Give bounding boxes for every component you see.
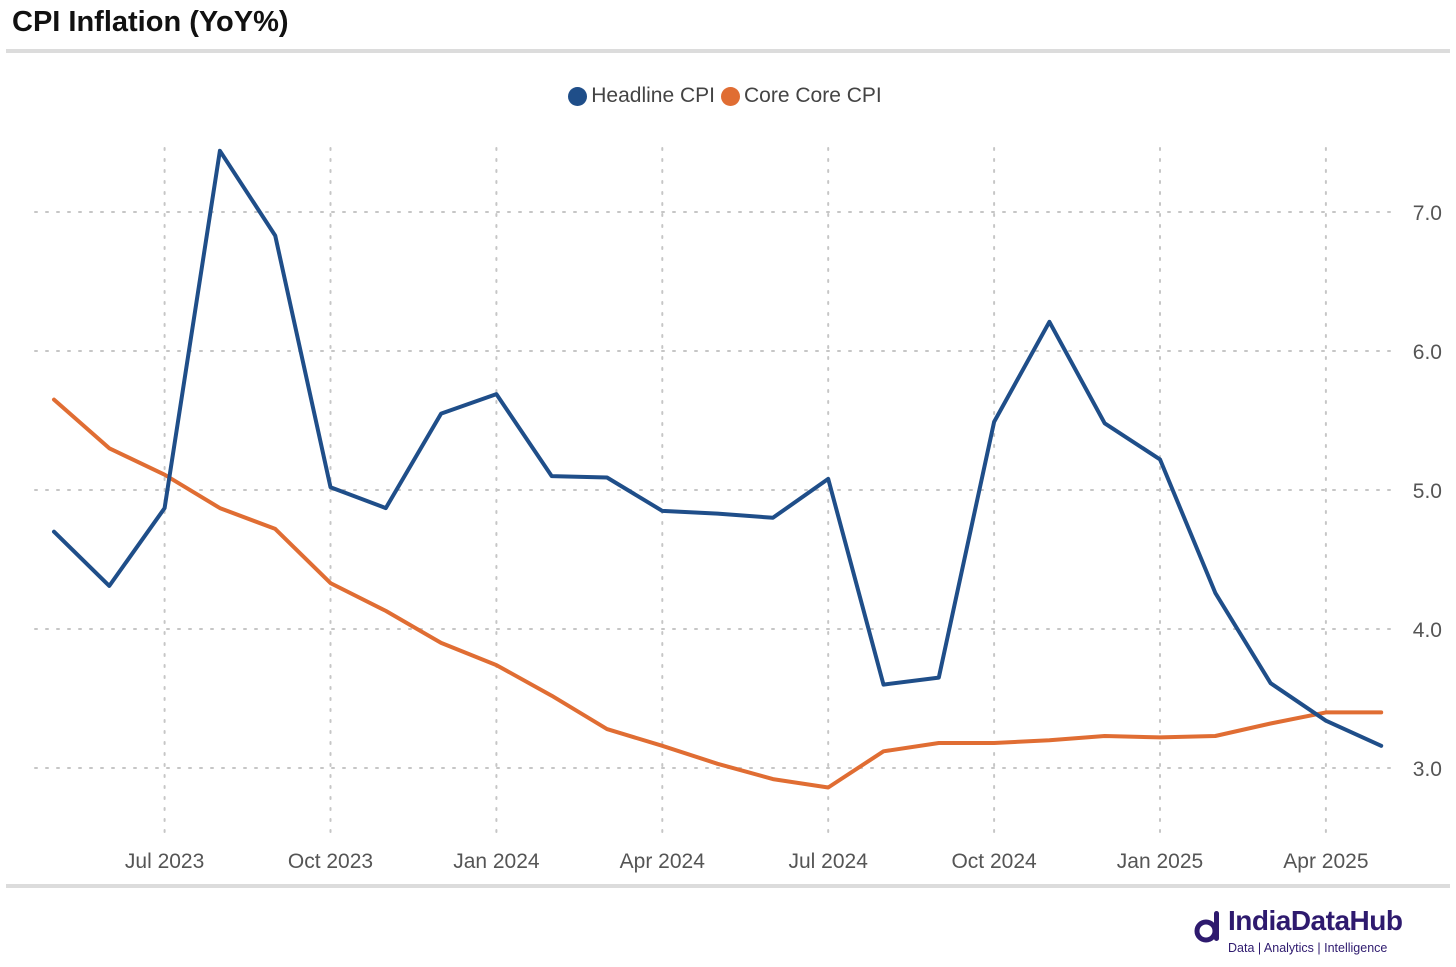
x-tick-label: Jan 2025 bbox=[1117, 850, 1203, 873]
legend-marker-headline bbox=[568, 86, 588, 106]
bottom-divider bbox=[6, 884, 1450, 888]
x-tick-label: Jan 2024 bbox=[453, 850, 540, 873]
logo-icon bbox=[1194, 911, 1219, 943]
y-tick-label: 5.0 bbox=[1413, 480, 1442, 503]
x-tick-label: Jul 2023 bbox=[125, 850, 204, 873]
legend-label-core: Core Core CPI bbox=[744, 84, 882, 107]
y-tick-label: 6.0 bbox=[1413, 341, 1442, 364]
legend-item-core[interactable]: Core Core CPI bbox=[721, 84, 882, 108]
x-tick-label: Apr 2024 bbox=[620, 850, 706, 873]
logo-tagline: Data | Analytics | Intelligence bbox=[1228, 941, 1388, 955]
x-tick-label: Apr 2025 bbox=[1283, 850, 1368, 873]
chart-title: CPI Inflation (YoY%) bbox=[12, 6, 289, 38]
x-tick-label: Jul 2024 bbox=[788, 850, 868, 873]
y-tick-label: 7.0 bbox=[1413, 202, 1442, 225]
y-tick-label: 3.0 bbox=[1413, 758, 1442, 781]
y-tick-label: 4.0 bbox=[1413, 619, 1442, 642]
top-divider bbox=[6, 49, 1450, 53]
x-tick-label: Oct 2023 bbox=[288, 850, 373, 873]
x-tick-label: Oct 2024 bbox=[951, 850, 1037, 873]
series-line-core-core-cpi bbox=[52, 397, 1384, 790]
legend-item-headline[interactable]: Headline CPI bbox=[568, 84, 715, 108]
brand-logo: IndiaDataHub Data | Analytics | Intellig… bbox=[1194, 903, 1444, 963]
chart-legend: Headline CPI Core Core CPI bbox=[0, 84, 1456, 108]
series-line-headline-cpi bbox=[52, 148, 1384, 748]
legend-label-headline: Headline CPI bbox=[591, 84, 715, 107]
legend-marker-core bbox=[721, 86, 740, 106]
logo-name: IndiaDataHub bbox=[1228, 905, 1403, 936]
